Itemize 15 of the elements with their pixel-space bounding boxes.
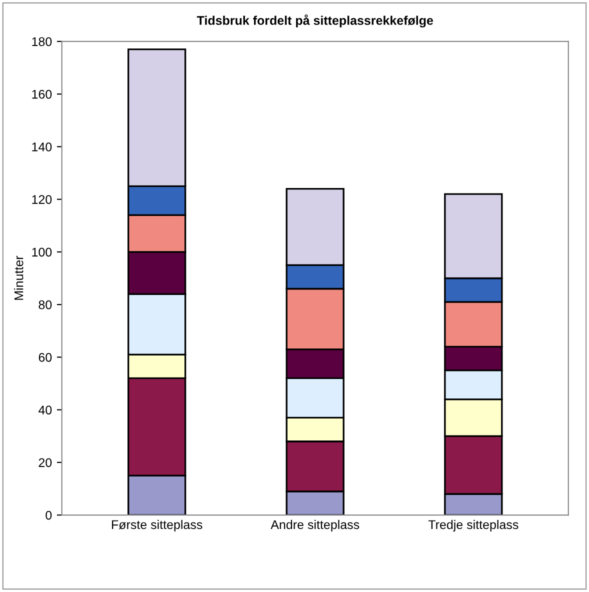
y-tick-label: 40: [38, 406, 52, 414]
y-tick-label: 160: [32, 90, 52, 99]
x-tick-label: Tredje sitteplass: [428, 520, 518, 532]
x-tick-label: Første sitteplass: [112, 520, 202, 532]
y-tick-label: 180: [32, 37, 52, 46]
y-tick-label: 140: [32, 142, 52, 152]
y-tick-label: 0: [46, 510, 52, 520]
y-tick-label: 120: [32, 195, 52, 204]
y-axis-title: Minutter: [14, 256, 24, 300]
y-tick-label: 20: [38, 458, 52, 468]
y-tick-label: 60: [38, 352, 52, 362]
y-tick-label: 80: [38, 300, 52, 310]
y-tick-label: 100: [32, 248, 52, 257]
chart-title: Tidsbruk fordelt på sitteplassrekkefølge: [196, 14, 434, 28]
x-tick-label: Andre sitteplass: [270, 520, 360, 532]
